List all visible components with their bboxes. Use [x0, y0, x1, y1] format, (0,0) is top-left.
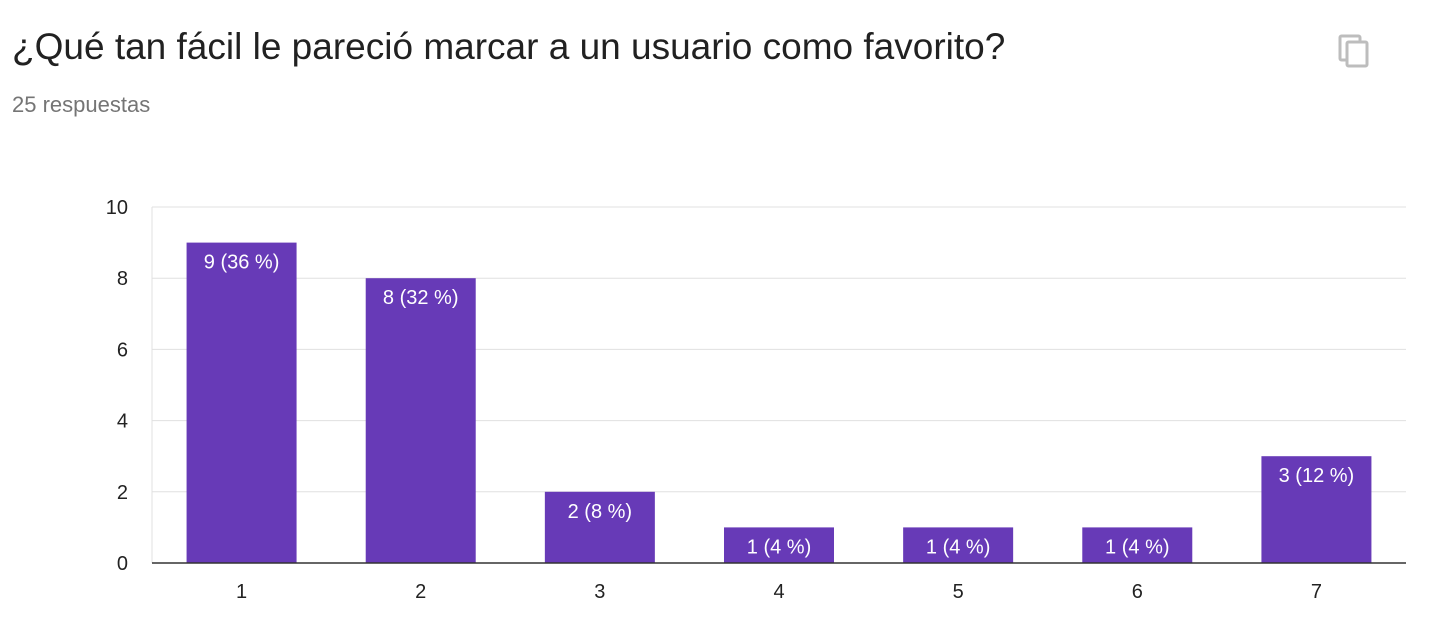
copy-icon — [1338, 34, 1369, 68]
x-tick-label: 4 — [773, 581, 784, 603]
x-tick-label: 2 — [415, 581, 426, 603]
y-tick-label: 0 — [117, 553, 128, 575]
x-tick-label: 1 — [236, 581, 247, 603]
data-label: 1 (4 %) — [747, 536, 811, 558]
y-tick-label: 6 — [117, 339, 128, 361]
bar — [903, 527, 1014, 563]
bar — [724, 527, 834, 563]
data-label: 1 (4 %) — [1105, 536, 1169, 558]
x-tick-label: 5 — [953, 581, 964, 603]
bar — [544, 491, 655, 563]
data-label: 3 (12 %) — [1279, 465, 1355, 487]
x-tick-label: 7 — [1311, 581, 1322, 603]
copy-chart-button[interactable] — [1334, 30, 1376, 72]
x-tick-label: 3 — [594, 581, 605, 603]
data-label: 1 (4 %) — [926, 536, 990, 558]
y-tick-label: 10 — [106, 197, 128, 219]
bar — [186, 242, 297, 563]
question-title: ¿Qué tan fácil le pareció marcar a un us… — [12, 26, 1006, 67]
x-tick-label: 6 — [1132, 581, 1143, 603]
y-tick-label: 8 — [117, 268, 128, 290]
y-tick-label: 4 — [117, 411, 128, 433]
bar — [1261, 456, 1372, 563]
bar — [1082, 527, 1193, 563]
y-tick-label: 2 — [117, 482, 128, 504]
data-label: 8 (32 %) — [383, 287, 459, 309]
data-label: 9 (36 %) — [204, 252, 280, 274]
response-count: 25 respuestas — [12, 92, 151, 117]
bar — [365, 278, 476, 563]
data-label: 2 (8 %) — [568, 501, 632, 523]
